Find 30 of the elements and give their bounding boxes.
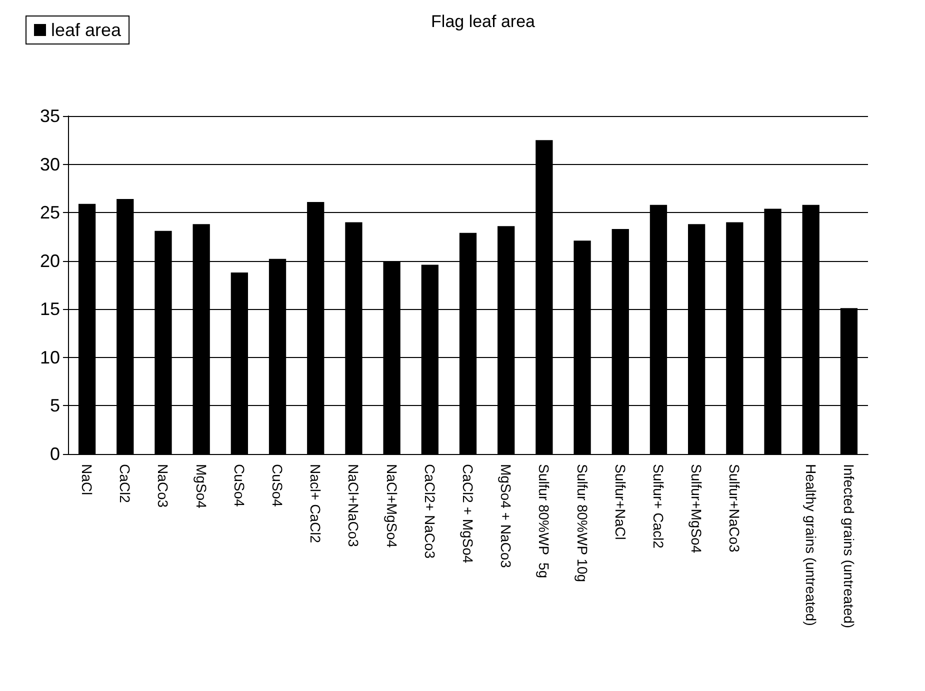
- x-tick-label: Healthy grains (untreated): [802, 464, 819, 626]
- chart-title: Flag leaf area: [431, 12, 536, 31]
- y-tick-label: 0: [50, 444, 60, 464]
- y-tick-label: 10: [40, 347, 60, 368]
- x-tick-label: Sulfur 80%WP 5g: [536, 464, 552, 578]
- x-tick-label: Nacl+ CaCl2: [308, 464, 324, 544]
- x-tick-label: CaCl2+ NaCo3: [422, 464, 438, 559]
- y-tick-label: 30: [40, 154, 60, 174]
- legend-label: leaf area: [51, 20, 122, 40]
- y-tick-label: 20: [40, 250, 60, 271]
- x-tick-label: NaCl: [79, 464, 96, 496]
- y-tick-label: 25: [40, 202, 60, 223]
- y-tick-label: 5: [50, 396, 60, 416]
- x-tick-label: Sulfur+ Cacl2: [650, 464, 666, 549]
- x-tick-label: NaCl+MgSo4: [384, 464, 400, 548]
- x-tick-label: Sulfur 80%WP 10g: [574, 464, 590, 582]
- x-tick-label: MgSo4: [193, 464, 210, 509]
- y-tick-label: 35: [40, 106, 60, 126]
- x-tick-label: CaCl2 + MgSo4: [460, 464, 476, 564]
- x-tick-label: Sulfur+MgSo4: [688, 464, 705, 554]
- x-tick-label: NaCl+NaCo3: [346, 464, 362, 548]
- x-tick-label: Infected grains (untreated): [840, 464, 857, 628]
- x-tick-label: NaCo3: [155, 464, 172, 508]
- x-tick-label: Sulfur+NaCl: [612, 464, 628, 540]
- x-tick-label: Sulfur+NaCo3: [726, 464, 743, 553]
- y-tick-label: 15: [40, 299, 60, 320]
- x-tick-label: CuSo4: [270, 464, 286, 508]
- x-tick-label: CuSo4: [231, 464, 248, 508]
- x-tick-label: CaCl2: [117, 464, 134, 504]
- x-tick-label: MgSo4 + NaCo3: [498, 464, 514, 568]
